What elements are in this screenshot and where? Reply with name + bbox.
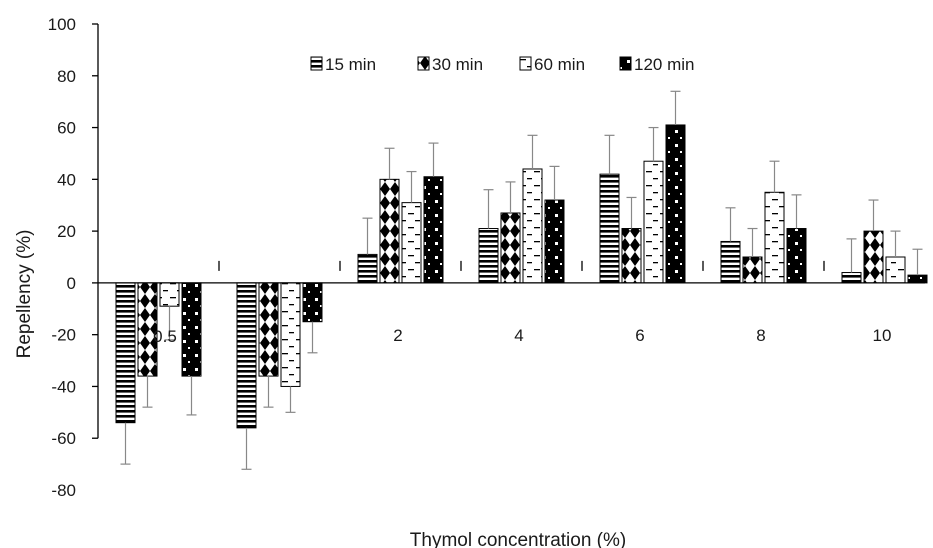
- x-tick-label: 0.5: [153, 327, 177, 346]
- bar-60-min-8: [764, 191, 785, 284]
- bar-60-min-10: [885, 256, 906, 284]
- y-tick-label: -20: [51, 326, 76, 345]
- y-tick-label: -80: [51, 481, 76, 500]
- bar-30-min-8: [742, 256, 763, 284]
- y-tick-label: 100: [48, 15, 76, 34]
- legend-label: 15 min: [325, 55, 376, 74]
- y-axis-title: Repellency (%): [14, 230, 35, 359]
- x-tick-label: 6: [635, 326, 644, 345]
- bar-60-min-1: [280, 282, 301, 387]
- bar-60-min-6: [643, 160, 664, 284]
- bar-60-min-4: [522, 168, 543, 284]
- x-tick-label: 2: [393, 326, 402, 345]
- legend-swatch: [310, 56, 323, 71]
- y-tick-label: -40: [51, 377, 76, 396]
- y-tick-label: -60: [51, 429, 76, 448]
- bar-15-min-2: [357, 253, 378, 284]
- bar-60-min-0.5: [159, 282, 180, 307]
- y-tick-label: 60: [57, 119, 76, 138]
- axes-group: -80 -60 -40 -20 0 20 40 60 80 100 0.5 2 4 6 8 10: [48, 15, 925, 500]
- bar-15-min-4: [478, 228, 499, 284]
- bar-30-min-6: [621, 228, 642, 284]
- y-tick-label: 0: [67, 274, 76, 293]
- x-axis-title: Thymol concentration (%): [410, 530, 626, 548]
- bar-15-min-8: [720, 240, 741, 284]
- legend-swatch: [619, 56, 632, 71]
- legend-swatch: [417, 56, 430, 71]
- chart-legend: 15 min 30 min 60 min 120 min: [310, 55, 694, 74]
- bar-120-min-6: [665, 124, 686, 284]
- legend-label: 60 min: [534, 55, 585, 74]
- y-tick-label: 40: [57, 170, 76, 189]
- x-tick-label: 8: [756, 326, 765, 345]
- bar-120-min-1: [302, 282, 323, 323]
- bar-120-min-0.5: [181, 282, 202, 377]
- bar-15-min-6: [599, 173, 620, 284]
- bar-30-min-2: [379, 178, 400, 284]
- legend-label: 30 min: [432, 55, 483, 74]
- bar-120-min-8: [786, 228, 807, 284]
- y-tick-label: 20: [57, 222, 76, 241]
- legend-swatch: [519, 56, 532, 71]
- bar-120-min-4: [544, 199, 565, 284]
- bar-30-min-10: [863, 230, 884, 284]
- bar-15-min-0.5: [115, 282, 136, 424]
- bar-120-min-2: [423, 176, 444, 284]
- error-bars-group: [120, 90, 923, 470]
- bar-120-min-10: [907, 274, 928, 284]
- x-tick-label: 10: [873, 326, 892, 345]
- legend-label: 120 min: [634, 55, 694, 74]
- bar-60-min-2: [401, 202, 422, 284]
- bar-30-min-4: [500, 212, 521, 284]
- bar-30-min-1: [258, 282, 279, 377]
- bars-group: [115, 124, 928, 429]
- bar-15-min-1: [236, 282, 257, 429]
- y-tick-label: 80: [57, 67, 76, 86]
- bar-15-min-10: [841, 272, 862, 284]
- x-tick-label: 4: [514, 326, 523, 345]
